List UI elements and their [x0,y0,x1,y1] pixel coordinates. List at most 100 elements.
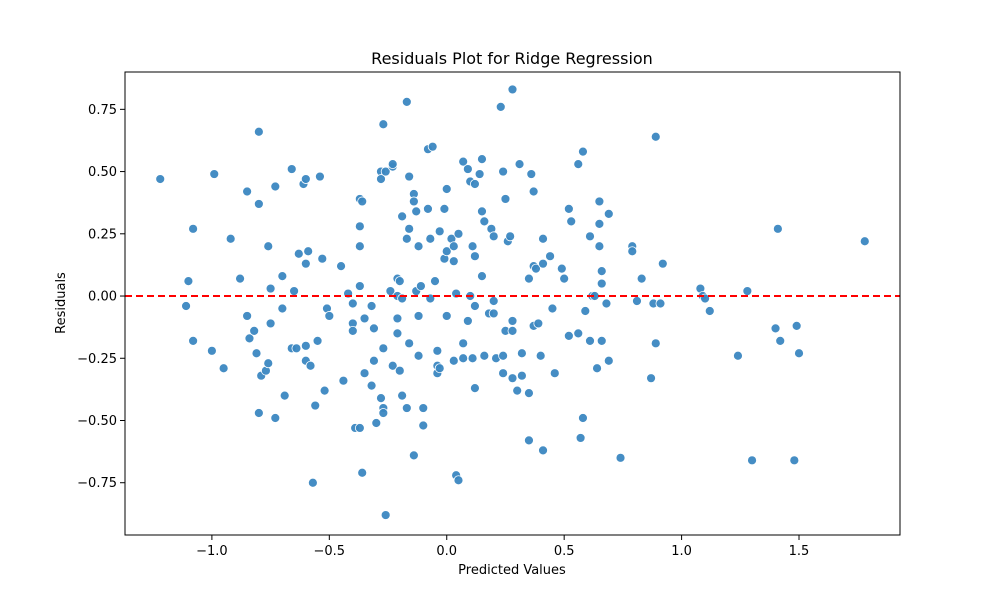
data-point-181 [531,263,541,274]
data-point-194 [566,216,577,227]
data-point-206 [594,196,605,207]
data-point-196 [573,328,584,339]
data-point-92 [401,96,412,107]
data-point-207 [594,218,605,229]
data-point-167 [507,373,518,384]
data-point-205 [592,363,602,374]
data-point-54 [347,325,358,336]
data-point-191 [559,273,570,284]
data-point-149 [477,271,487,282]
chart-title: Residuals Plot for Ridge Regression [371,49,653,68]
data-point-74 [378,343,389,354]
data-point-113 [427,141,438,152]
data-point-15 [249,325,260,336]
data-point-168 [507,84,518,95]
data-point-211 [596,335,607,346]
data-point-44 [317,253,328,264]
data-point-95 [401,233,412,244]
data-point-24 [270,181,281,192]
data-point-36 [300,258,311,269]
data-point-233 [770,323,781,334]
data-point-155 [488,296,499,306]
data-point-94 [404,223,415,234]
data-point-162 [500,194,511,204]
data-point-69 [369,323,379,334]
data-point-190 [556,263,567,274]
data-point-230 [733,350,743,361]
data-point-148 [477,206,487,217]
data-point-108 [418,420,429,431]
data-point-65 [366,301,377,311]
data-point-43 [315,171,325,182]
data-point-33 [293,248,304,259]
data-point-217 [627,246,638,257]
data-point-238 [794,348,804,359]
data-point-96 [404,338,415,349]
data-point-169 [507,316,518,326]
data-point-219 [636,273,647,284]
y-tick-label: −0.50 [77,414,117,429]
data-point-105 [413,350,424,361]
data-point-141 [467,353,478,364]
data-point-223 [650,131,661,142]
data-point-20 [263,241,274,252]
data-point-63 [359,313,370,324]
plot-area-frame [124,71,901,536]
data-point-182 [533,318,544,329]
data-point-29 [286,164,297,174]
data-point-64 [359,368,370,379]
data-point-172 [516,348,527,359]
data-point-158 [495,101,506,112]
data-point-60 [354,423,365,433]
data-point-224 [655,298,666,309]
data-point-68 [371,418,382,428]
data-point-35 [300,174,311,184]
data-point-179 [528,186,539,197]
data-point-235 [775,335,786,346]
data-point-222 [650,338,661,349]
x-tick-label: 1.0 [671,544,692,559]
data-point-208 [594,241,605,252]
data-point-175 [524,388,534,399]
data-point-13 [253,126,264,137]
data-point-14 [253,199,264,209]
data-point-3 [181,301,191,311]
data-point-89 [397,390,408,401]
data-point-177 [526,169,537,179]
data-point-30 [289,286,299,296]
data-point-201 [585,231,595,242]
data-point-160 [498,350,509,361]
data-point-103 [413,241,424,252]
y-axis-ticks: −0.75 −0.50 −0.25 0.00 0.25 0.50 0.75 [77,103,125,491]
y-tick-label: 0.50 [88,165,117,180]
data-point-209 [596,266,607,277]
data-point-82 [387,360,398,371]
data-point-176 [524,435,534,446]
data-point-7 [218,363,229,374]
data-point-188 [547,303,558,314]
data-point-118 [434,226,445,237]
y-tick-label: 0.00 [88,290,117,305]
data-point-218 [632,296,642,306]
data-point-171 [514,159,525,170]
data-point-50 [338,375,349,386]
data-point-214 [603,355,614,366]
data-point-185 [538,258,548,269]
data-point-41 [307,477,318,488]
scatter-points [155,84,870,520]
data-point-38 [300,340,311,351]
data-point-48 [324,311,335,321]
data-point-22 [265,318,276,329]
data-point-232 [747,455,757,466]
data-point-4 [188,335,199,346]
y-tick-label: −0.25 [77,352,117,367]
data-point-32 [291,343,302,354]
data-point-66 [369,355,379,366]
data-point-239 [859,236,870,247]
data-point-166 [507,325,518,336]
data-point-170 [512,385,523,396]
data-point-234 [772,223,783,234]
data-point-237 [791,321,802,331]
data-point-126 [448,256,459,267]
